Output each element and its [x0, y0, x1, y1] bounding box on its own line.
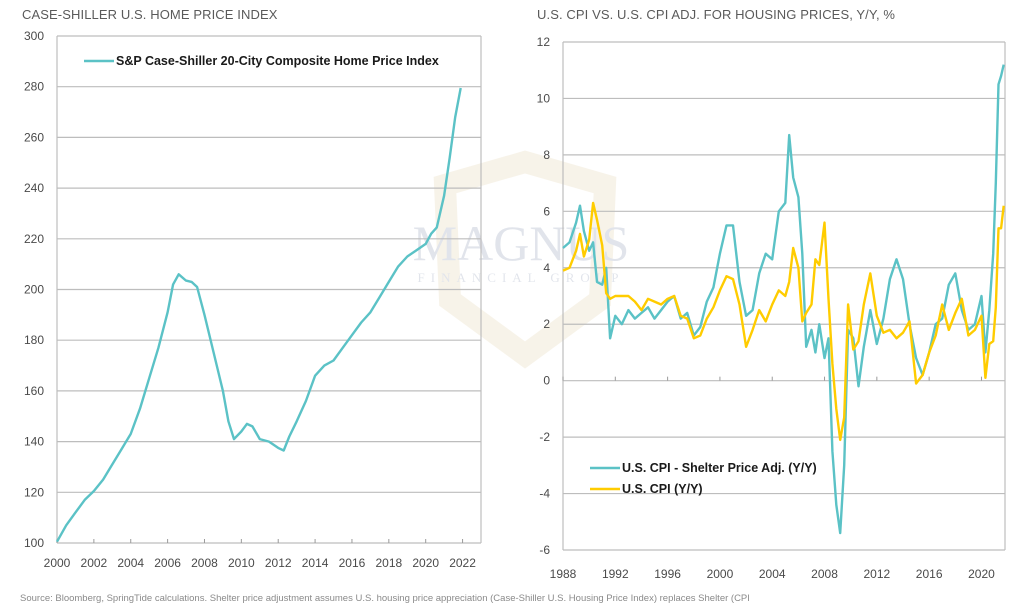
left-chart-title: CASE-SHILLER U.S. HOME PRICE INDEX: [22, 7, 278, 22]
x-tick-label: 2004: [759, 567, 786, 581]
y-tick-label: 300: [24, 29, 44, 43]
y-tick-label: 2: [543, 317, 550, 331]
x-tick-label: 2022: [449, 556, 476, 570]
x-tick-label: 1996: [654, 567, 681, 581]
x-tick-label: 1992: [602, 567, 629, 581]
x-tick-label: 2010: [228, 556, 255, 570]
legend-label: U.S. CPI (Y/Y): [622, 482, 703, 496]
y-tick-label: 240: [24, 181, 44, 195]
y-tick-label: 6: [543, 204, 550, 218]
y-tick-label: 280: [24, 80, 44, 94]
x-tick-label: 2006: [154, 556, 181, 570]
legend-label: U.S. CPI - Shelter Price Adj. (Y/Y): [622, 461, 817, 475]
left-chart: 100 120 140 160 180 200 220 240 260 280 300 2000 200…: [24, 29, 482, 570]
series-line-primary: [55, 87, 462, 543]
y-tick-label: 100: [24, 536, 44, 550]
x-tick-label: 2004: [117, 556, 144, 570]
x-tick-label: 2012: [265, 556, 292, 570]
y-tick-label: 200: [24, 283, 44, 297]
x-tick-label: 2016: [339, 556, 366, 570]
x-tick-label: 2008: [811, 567, 838, 581]
series-line-secondary: [562, 201, 1005, 442]
y-tick-label: 180: [24, 333, 44, 347]
x-tick-label: 2016: [916, 567, 943, 581]
source-note: Source: Bloomberg, SpringTide calculatio…: [20, 593, 750, 604]
x-tick-label: 2020: [412, 556, 439, 570]
x-tick-label: 2000: [44, 556, 71, 570]
y-tick-label: -2: [539, 430, 550, 444]
y-tick-label: 160: [24, 384, 44, 398]
x-tick-label: 2002: [81, 556, 108, 570]
y-tick-label: 220: [24, 232, 44, 246]
x-tick-label: 2008: [191, 556, 218, 570]
y-tick-label: 260: [24, 130, 44, 144]
legend-label: S&P Case-Shiller 20-City Composite Home …: [116, 54, 439, 68]
y-tick-label: 120: [24, 485, 44, 499]
y-tick-label: 12: [537, 35, 551, 49]
watermark-shield-icon: [433, 150, 617, 369]
watermark-subtext: FINANCIAL GROUP: [418, 270, 625, 285]
y-tick-label: -6: [539, 543, 550, 557]
x-tick-label: 2014: [302, 556, 329, 570]
x-tick-label: 2020: [968, 567, 995, 581]
x-tick-label: 2000: [707, 567, 734, 581]
x-tick-label: 2018: [375, 556, 402, 570]
right-chart-title: U.S. CPI VS. U.S. CPI ADJ. FOR HOUSING P…: [537, 7, 896, 22]
x-tick-label: 2012: [863, 567, 890, 581]
watermark: MAGNUS FINANCIAL GROUP: [413, 150, 629, 369]
y-tick-label: 10: [537, 91, 551, 105]
y-tick-label: 0: [543, 374, 550, 388]
y-tick-label: 140: [24, 435, 44, 449]
x-tick-label: 1988: [550, 567, 577, 581]
y-tick-label: -4: [539, 487, 550, 501]
y-tick-label: 4: [543, 261, 550, 275]
right-chart: -6 -4 -2 0 2 4 6 8 10 12 1988 1992 1996 2000 2004 2008 2…: [537, 35, 1006, 581]
y-tick-label: 8: [543, 148, 550, 162]
